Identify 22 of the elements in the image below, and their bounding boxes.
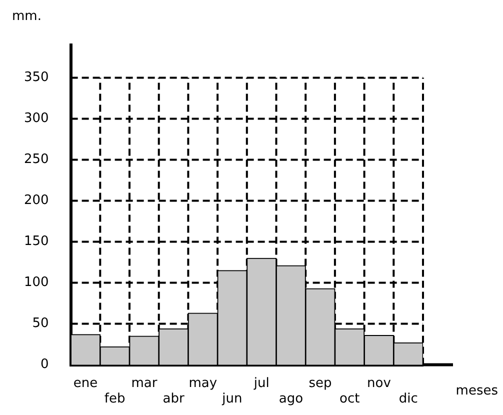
y-tick-label: 250	[24, 152, 49, 168]
x-tick-label: nov	[367, 376, 392, 391]
x-tick-label: ago	[278, 392, 304, 407]
x-tick-label: feb	[104, 392, 126, 407]
x-tick-label: dic	[398, 392, 418, 407]
x-tick-label: mar	[131, 376, 158, 391]
x-tick-label: sep	[308, 376, 332, 391]
y-axis-title: mm.	[12, 8, 42, 24]
x-tick-label: jul	[252, 376, 270, 391]
x-axis-title: meses	[456, 384, 498, 399]
y-tick-label: 50	[32, 316, 49, 332]
y-tick-label: 150	[24, 234, 49, 250]
y-tick-label: 300	[24, 111, 49, 126]
x-tick-label: abr	[162, 392, 185, 407]
x-tick-label: may	[188, 376, 218, 391]
y-tick-label: 0	[40, 357, 49, 372]
x-tick-label: jun	[221, 392, 242, 407]
y-tick-label: 200	[24, 193, 49, 208]
y-tick-label: 350	[24, 70, 49, 86]
y-tick-label: 100	[24, 275, 49, 290]
x-tick-label: ene	[73, 376, 98, 391]
x-tick-label: oct	[340, 392, 360, 407]
